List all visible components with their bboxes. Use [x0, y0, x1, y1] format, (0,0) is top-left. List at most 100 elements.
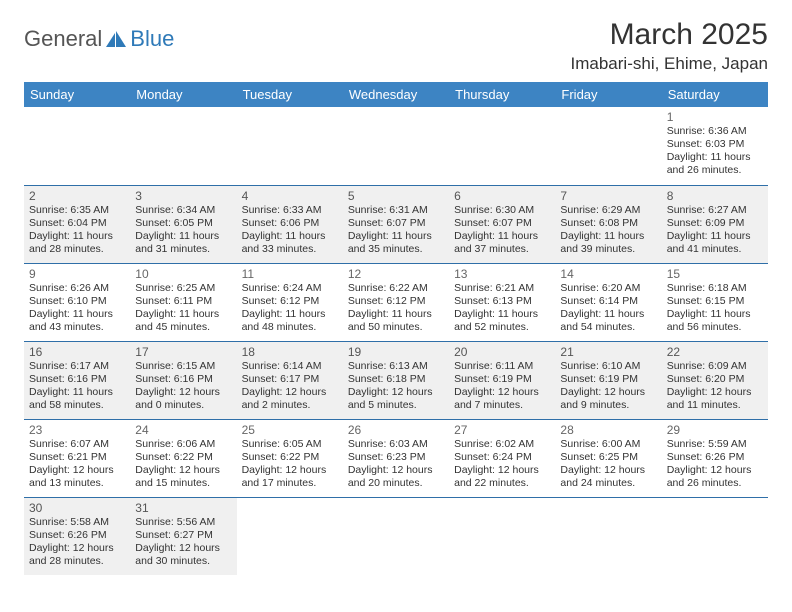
- day-details: Sunrise: 6:20 AMSunset: 6:14 PMDaylight:…: [560, 282, 656, 335]
- calendar-cell: 5Sunrise: 6:31 AMSunset: 6:07 PMDaylight…: [343, 185, 449, 263]
- calendar-cell-empty: [343, 497, 449, 575]
- day-number: 26: [348, 423, 444, 437]
- day-number: 10: [135, 267, 231, 281]
- day-details: Sunrise: 6:06 AMSunset: 6:22 PMDaylight:…: [135, 438, 231, 491]
- day-number: 2: [29, 189, 125, 203]
- title-block: March 2025 Imabari-shi, Ehime, Japan: [571, 18, 768, 74]
- day-number: 30: [29, 501, 125, 515]
- day-number: 22: [667, 345, 763, 359]
- calendar-row: 23Sunrise: 6:07 AMSunset: 6:21 PMDayligh…: [24, 419, 768, 497]
- calendar-cell-empty: [555, 497, 661, 575]
- day-details: Sunrise: 6:36 AMSunset: 6:03 PMDaylight:…: [667, 125, 763, 178]
- day-number: 1: [667, 110, 763, 124]
- calendar-cell: 1Sunrise: 6:36 AMSunset: 6:03 PMDaylight…: [662, 107, 768, 185]
- calendar-body: 1Sunrise: 6:36 AMSunset: 6:03 PMDaylight…: [24, 107, 768, 575]
- calendar-cell: 10Sunrise: 6:25 AMSunset: 6:11 PMDayligh…: [130, 263, 236, 341]
- day-number: 19: [348, 345, 444, 359]
- calendar-cell: 9Sunrise: 6:26 AMSunset: 6:10 PMDaylight…: [24, 263, 130, 341]
- day-number: 4: [242, 189, 338, 203]
- day-details: Sunrise: 6:29 AMSunset: 6:08 PMDaylight:…: [560, 204, 656, 257]
- day-details: Sunrise: 6:11 AMSunset: 6:19 PMDaylight:…: [454, 360, 550, 413]
- day-number: 20: [454, 345, 550, 359]
- calendar-cell: 20Sunrise: 6:11 AMSunset: 6:19 PMDayligh…: [449, 341, 555, 419]
- day-details: Sunrise: 6:22 AMSunset: 6:12 PMDaylight:…: [348, 282, 444, 335]
- calendar-cell-empty: [130, 107, 236, 185]
- calendar-cell: 11Sunrise: 6:24 AMSunset: 6:12 PMDayligh…: [237, 263, 343, 341]
- sail-icon: [106, 31, 126, 47]
- calendar-cell: 24Sunrise: 6:06 AMSunset: 6:22 PMDayligh…: [130, 419, 236, 497]
- day-details: Sunrise: 6:09 AMSunset: 6:20 PMDaylight:…: [667, 360, 763, 413]
- day-number: 17: [135, 345, 231, 359]
- day-header-row: SundayMondayTuesdayWednesdayThursdayFrid…: [24, 82, 768, 107]
- day-details: Sunrise: 6:13 AMSunset: 6:18 PMDaylight:…: [348, 360, 444, 413]
- day-details: Sunrise: 6:00 AMSunset: 6:25 PMDaylight:…: [560, 438, 656, 491]
- location-text: Imabari-shi, Ehime, Japan: [571, 54, 768, 74]
- day-details: Sunrise: 6:34 AMSunset: 6:05 PMDaylight:…: [135, 204, 231, 257]
- day-number: 6: [454, 189, 550, 203]
- logo-text-blue: Blue: [130, 26, 174, 52]
- day-details: Sunrise: 6:14 AMSunset: 6:17 PMDaylight:…: [242, 360, 338, 413]
- day-number: 15: [667, 267, 763, 281]
- calendar-cell: 7Sunrise: 6:29 AMSunset: 6:08 PMDaylight…: [555, 185, 661, 263]
- day-details: Sunrise: 6:18 AMSunset: 6:15 PMDaylight:…: [667, 282, 763, 335]
- calendar-cell: 15Sunrise: 6:18 AMSunset: 6:15 PMDayligh…: [662, 263, 768, 341]
- calendar-cell: 12Sunrise: 6:22 AMSunset: 6:12 PMDayligh…: [343, 263, 449, 341]
- logo: General Blue: [24, 26, 174, 52]
- day-number: 23: [29, 423, 125, 437]
- day-number: 25: [242, 423, 338, 437]
- calendar-cell-empty: [237, 497, 343, 575]
- day-details: Sunrise: 6:15 AMSunset: 6:16 PMDaylight:…: [135, 360, 231, 413]
- day-details: Sunrise: 6:02 AMSunset: 6:24 PMDaylight:…: [454, 438, 550, 491]
- calendar-cell: 17Sunrise: 6:15 AMSunset: 6:16 PMDayligh…: [130, 341, 236, 419]
- day-details: Sunrise: 6:35 AMSunset: 6:04 PMDaylight:…: [29, 204, 125, 257]
- calendar-cell: 14Sunrise: 6:20 AMSunset: 6:14 PMDayligh…: [555, 263, 661, 341]
- calendar-cell-empty: [449, 497, 555, 575]
- calendar-cell: 6Sunrise: 6:30 AMSunset: 6:07 PMDaylight…: [449, 185, 555, 263]
- day-details: Sunrise: 6:25 AMSunset: 6:11 PMDaylight:…: [135, 282, 231, 335]
- calendar-cell: 3Sunrise: 6:34 AMSunset: 6:05 PMDaylight…: [130, 185, 236, 263]
- day-number: 14: [560, 267, 656, 281]
- calendar-cell: 29Sunrise: 5:59 AMSunset: 6:26 PMDayligh…: [662, 419, 768, 497]
- day-number: 24: [135, 423, 231, 437]
- day-details: Sunrise: 6:03 AMSunset: 6:23 PMDaylight:…: [348, 438, 444, 491]
- calendar-cell: 13Sunrise: 6:21 AMSunset: 6:13 PMDayligh…: [449, 263, 555, 341]
- calendar-row: 1Sunrise: 6:36 AMSunset: 6:03 PMDaylight…: [24, 107, 768, 185]
- day-details: Sunrise: 6:10 AMSunset: 6:19 PMDaylight:…: [560, 360, 656, 413]
- calendar-cell: 26Sunrise: 6:03 AMSunset: 6:23 PMDayligh…: [343, 419, 449, 497]
- day-number: 31: [135, 501, 231, 515]
- calendar-cell: 23Sunrise: 6:07 AMSunset: 6:21 PMDayligh…: [24, 419, 130, 497]
- calendar-cell: 31Sunrise: 5:56 AMSunset: 6:27 PMDayligh…: [130, 497, 236, 575]
- day-number: 5: [348, 189, 444, 203]
- day-number: 16: [29, 345, 125, 359]
- day-header: Tuesday: [237, 82, 343, 107]
- day-details: Sunrise: 6:27 AMSunset: 6:09 PMDaylight:…: [667, 204, 763, 257]
- day-header: Thursday: [449, 82, 555, 107]
- calendar-cell: 18Sunrise: 6:14 AMSunset: 6:17 PMDayligh…: [237, 341, 343, 419]
- calendar-cell-empty: [237, 107, 343, 185]
- calendar-cell-empty: [449, 107, 555, 185]
- day-number: 21: [560, 345, 656, 359]
- day-number: 27: [454, 423, 550, 437]
- day-details: Sunrise: 6:17 AMSunset: 6:16 PMDaylight:…: [29, 360, 125, 413]
- day-details: Sunrise: 5:56 AMSunset: 6:27 PMDaylight:…: [135, 516, 231, 569]
- calendar-row: 9Sunrise: 6:26 AMSunset: 6:10 PMDaylight…: [24, 263, 768, 341]
- day-header: Sunday: [24, 82, 130, 107]
- day-number: 9: [29, 267, 125, 281]
- calendar-cell: 25Sunrise: 6:05 AMSunset: 6:22 PMDayligh…: [237, 419, 343, 497]
- day-number: 29: [667, 423, 763, 437]
- day-details: Sunrise: 6:33 AMSunset: 6:06 PMDaylight:…: [242, 204, 338, 257]
- day-details: Sunrise: 5:59 AMSunset: 6:26 PMDaylight:…: [667, 438, 763, 491]
- calendar-cell-empty: [24, 107, 130, 185]
- calendar-cell: 28Sunrise: 6:00 AMSunset: 6:25 PMDayligh…: [555, 419, 661, 497]
- calendar-cell-empty: [662, 497, 768, 575]
- calendar-cell: 21Sunrise: 6:10 AMSunset: 6:19 PMDayligh…: [555, 341, 661, 419]
- calendar-row: 16Sunrise: 6:17 AMSunset: 6:16 PMDayligh…: [24, 341, 768, 419]
- calendar-cell: 19Sunrise: 6:13 AMSunset: 6:18 PMDayligh…: [343, 341, 449, 419]
- day-header: Saturday: [662, 82, 768, 107]
- logo-text-general: General: [24, 26, 102, 52]
- day-details: Sunrise: 6:07 AMSunset: 6:21 PMDaylight:…: [29, 438, 125, 491]
- calendar-cell: 30Sunrise: 5:58 AMSunset: 6:26 PMDayligh…: [24, 497, 130, 575]
- day-number: 8: [667, 189, 763, 203]
- day-details: Sunrise: 6:30 AMSunset: 6:07 PMDaylight:…: [454, 204, 550, 257]
- day-number: 11: [242, 267, 338, 281]
